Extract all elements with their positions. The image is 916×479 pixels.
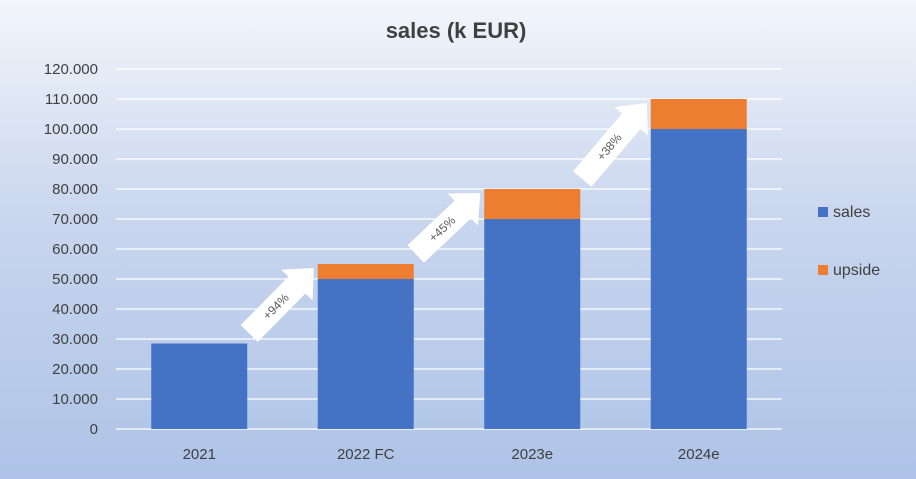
bar-upside — [317, 264, 414, 279]
y-tick-label: 90.000 — [52, 151, 98, 168]
legend-label-sales: sales — [833, 204, 870, 221]
bar-sales — [317, 279, 414, 429]
x-axis-ticks: 2021 2022 FC 2023e 2024e — [183, 446, 720, 463]
growth-arrow-shape — [573, 102, 648, 187]
y-tick-label: 110.000 — [45, 91, 98, 108]
bars — [151, 99, 747, 429]
growth-arrow-shape — [407, 193, 481, 263]
growth-arrow: +45% — [407, 193, 481, 263]
y-tick-label: 70.000 — [52, 211, 98, 228]
legend: sales upside — [818, 204, 880, 279]
chart-title: sales (k EUR) — [386, 18, 527, 43]
bar-upside — [650, 99, 747, 129]
x-tick-label: 2023e — [511, 446, 553, 463]
growth-arrow: +94% — [240, 268, 314, 342]
bar-upside — [484, 189, 581, 219]
y-tick-label: 60.000 — [52, 241, 98, 258]
y-tick-label: 50.000 — [52, 271, 98, 288]
bar-sales — [151, 343, 248, 429]
y-tick-label: 30.000 — [52, 331, 98, 348]
y-tick-label: 20.000 — [52, 361, 98, 378]
legend-swatch-sales — [818, 207, 828, 217]
y-tick-label: 10.000 — [52, 391, 98, 408]
growth-arrow: +38% — [573, 102, 648, 187]
growth-arrow-shape — [240, 268, 314, 342]
growth-arrows: +94% +45% +38% — [240, 102, 648, 342]
y-tick-label: 40.000 — [52, 301, 98, 318]
bar-sales — [484, 219, 581, 429]
x-tick-label: 2022 FC — [337, 446, 395, 463]
x-tick-label: 2024e — [678, 446, 720, 463]
y-tick-label: 0 — [90, 421, 98, 438]
bar-sales — [650, 129, 747, 429]
y-tick-label: 100.000 — [44, 121, 98, 138]
legend-label-upside: upside — [833, 262, 880, 279]
y-tick-label: 80.000 — [52, 181, 98, 198]
legend-swatch-upside — [818, 265, 828, 275]
y-axis-ticks: 0 10.000 20.000 30.000 40.000 50.000 60.000 70.… — [44, 61, 98, 438]
x-tick-label: 2021 — [183, 446, 216, 463]
y-tick-label: 120.000 — [44, 61, 98, 78]
